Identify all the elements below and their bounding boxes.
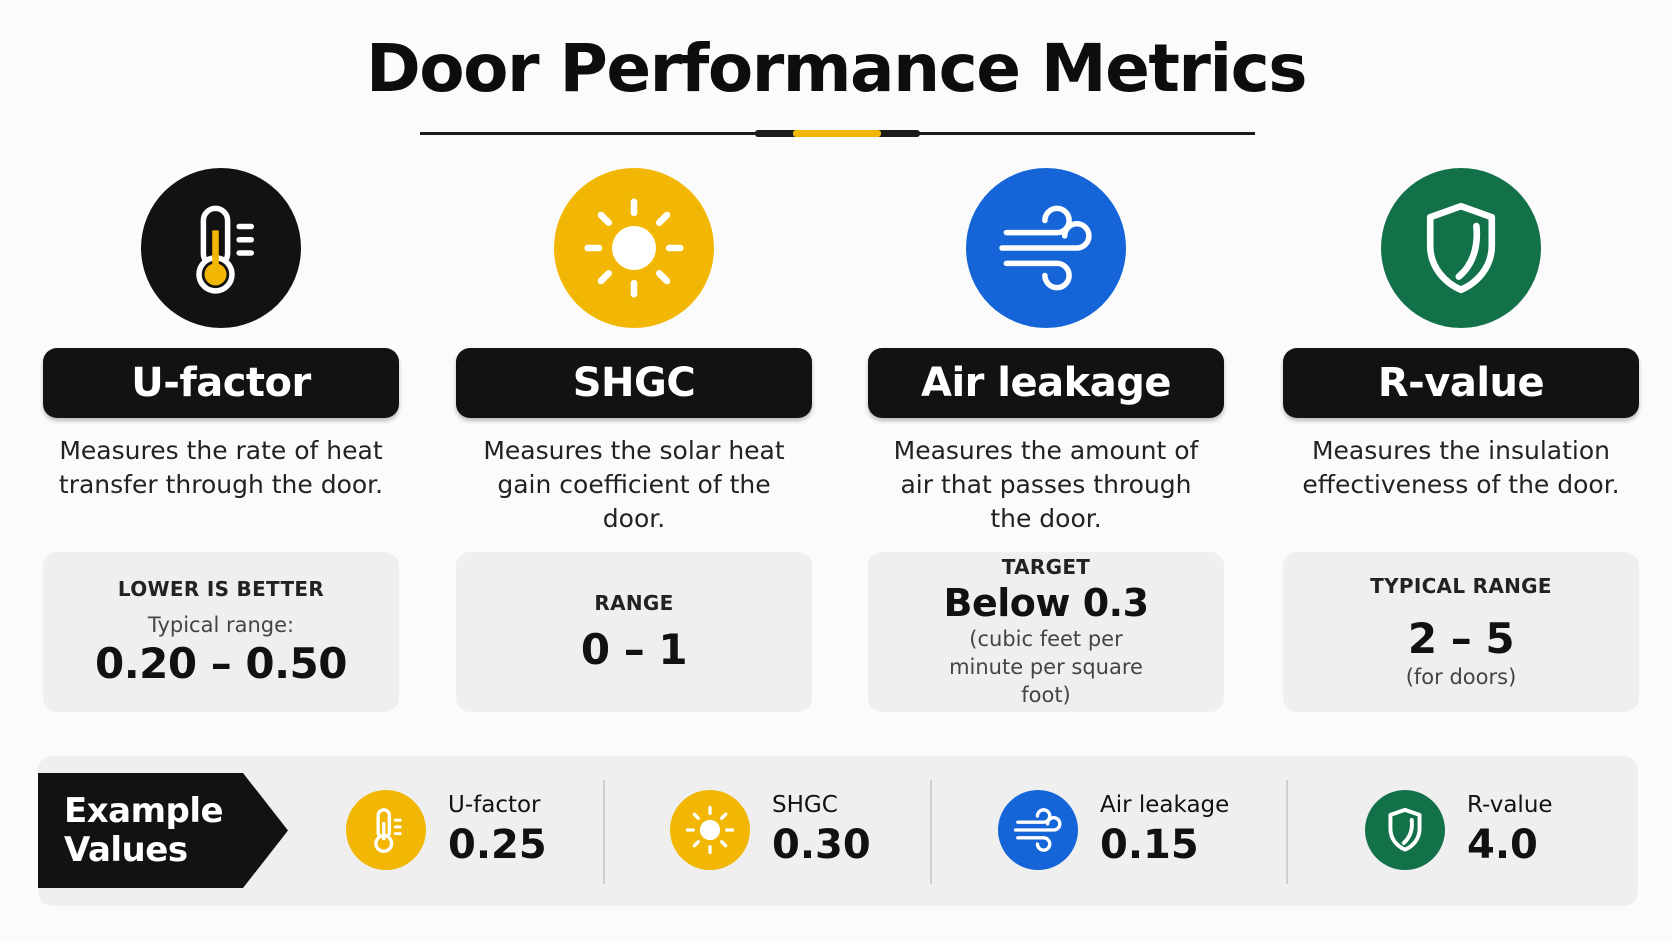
page-title: Door Performance Metrics	[365, 30, 1308, 107]
shield-icon	[1381, 168, 1541, 328]
example-values-heading: Example Values	[38, 773, 288, 888]
sun-icon	[554, 168, 714, 328]
example-label: U-factor	[448, 792, 541, 818]
metric-title: Air leakage	[868, 348, 1224, 418]
example-value: 0.30	[772, 822, 871, 868]
wind-icon	[998, 790, 1078, 870]
sun-icon	[670, 790, 750, 870]
metric-value-subtitle: Typical range:	[147, 612, 295, 637]
metric-description: Measures the solar heat gain coefficient…	[483, 436, 785, 533]
example-item-r-value: R-value 4.0	[1365, 780, 1553, 880]
metric-value-card: RANGE 0 – 1	[456, 552, 812, 712]
thermometer-icon	[141, 168, 301, 328]
example-value: 0.15	[1100, 822, 1199, 868]
thermometer-icon	[346, 790, 426, 870]
metric-value-kicker: TARGET	[1001, 555, 1091, 579]
metric-card-shgc: SHGC Measures the solar heat gain coeffi…	[456, 168, 812, 712]
metric-value-kicker: TYPICAL RANGE	[1370, 573, 1552, 598]
metric-title: U-factor	[43, 348, 399, 418]
example-divider	[603, 780, 605, 884]
metric-value-card: TYPICAL RANGE 2 – 5 (for doors)	[1283, 552, 1639, 712]
example-divider	[1286, 780, 1288, 884]
metric-value-card: LOWER IS BETTER Typical range: 0.20 – 0.…	[43, 552, 399, 712]
title-underline-highlight	[793, 130, 881, 137]
example-value: 4.0	[1467, 822, 1538, 868]
metric-value-note: (for doors)	[1405, 664, 1517, 689]
metric-card-air-leakage: Air leakage Measures the amount of air t…	[868, 168, 1224, 712]
metric-value: Below 0.3	[943, 581, 1149, 625]
example-item-shgc: SHGC 0.30	[670, 780, 871, 880]
example-item-air-leakage: Air leakage 0.15	[998, 780, 1229, 880]
metric-card-r-value: R-value Measures the insulation effectiv…	[1283, 168, 1639, 712]
metric-value: 0.20 – 0.50	[95, 638, 348, 688]
metric-description: Measures the amount of air that passes t…	[893, 436, 1199, 533]
example-value: 0.25	[448, 822, 547, 868]
wind-icon	[966, 168, 1126, 328]
example-values-heading-text: Example Values	[64, 790, 224, 870]
metric-title: SHGC	[456, 348, 812, 418]
metric-title: R-value	[1283, 348, 1639, 418]
metric-value-kicker: RANGE	[594, 590, 674, 615]
example-item-u-factor: U-factor 0.25	[346, 780, 547, 880]
metric-value-card: TARGET Below 0.3 (cubic feet per minute …	[868, 552, 1224, 712]
metric-value: 0 – 1	[580, 624, 688, 674]
metric-description: Measures the rate of heat transfer throu…	[58, 436, 384, 499]
example-label: SHGC	[772, 792, 838, 818]
metric-value: 2 – 5	[1407, 613, 1515, 663]
metric-value-note: (cubic feet per minute per square foot)	[949, 627, 1143, 707]
example-divider	[930, 780, 932, 884]
example-label: Air leakage	[1100, 792, 1230, 818]
metric-card-u-factor: U-factor Measures the rate of heat trans…	[43, 168, 399, 712]
metric-value-kicker: LOWER IS BETTER	[117, 576, 325, 601]
shield-icon	[1365, 790, 1445, 870]
example-label: R-value	[1467, 792, 1553, 818]
metric-description: Measures the insulation effectiveness of…	[1302, 436, 1620, 499]
